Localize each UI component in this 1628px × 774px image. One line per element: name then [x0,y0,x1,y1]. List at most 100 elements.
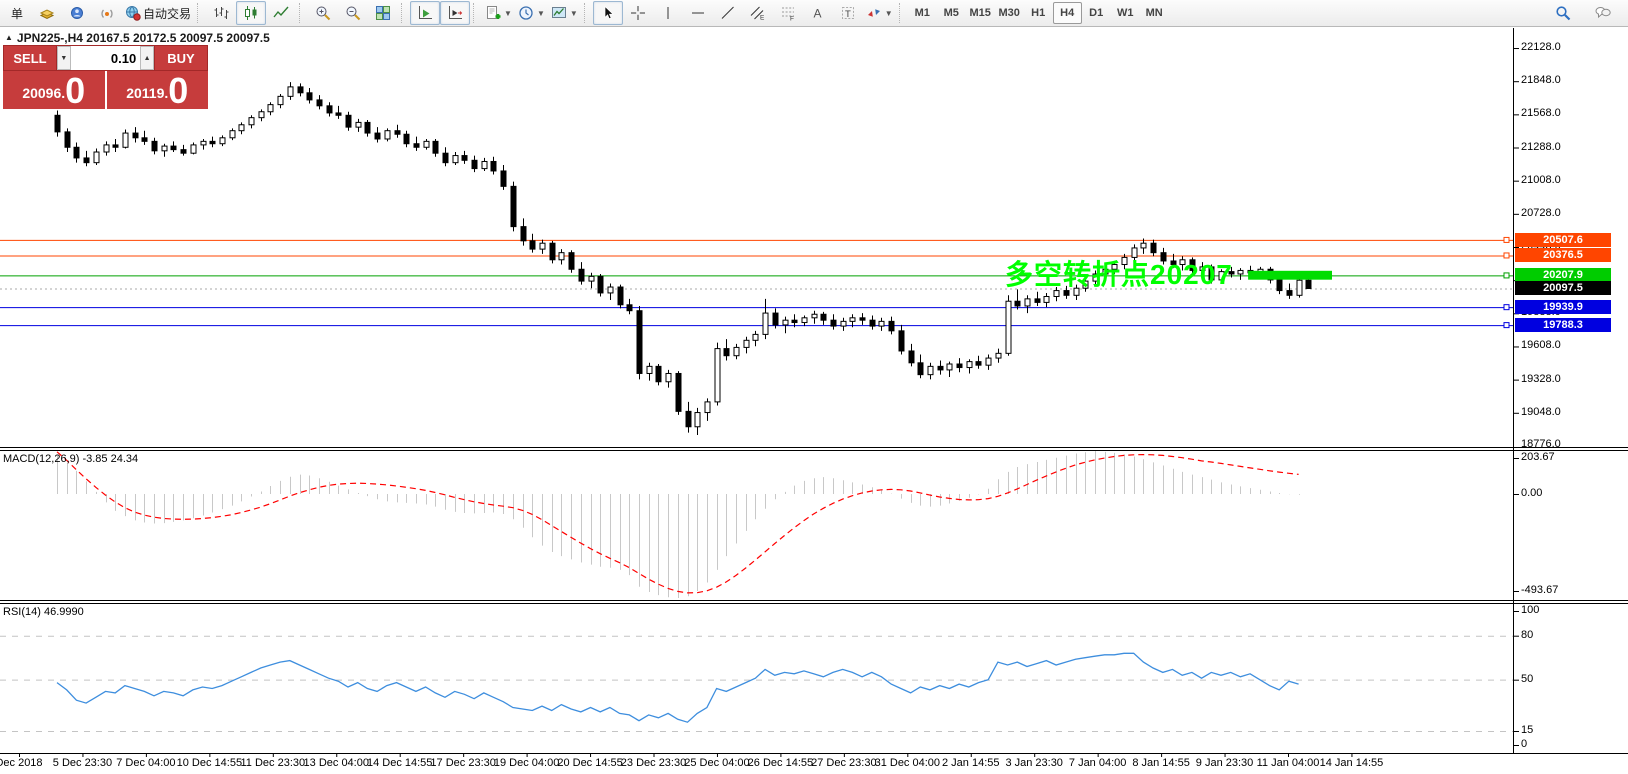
arrows-button[interactable]: ▼ [863,1,896,25]
sell-price[interactable]: 20096. 0 [3,71,105,109]
bar-chart-button[interactable] [206,1,236,25]
candle-body [316,99,323,107]
hline-icon [690,5,706,21]
candle-body [859,317,866,321]
cursor-button[interactable] [592,1,623,25]
candle-body [471,159,478,170]
arrows-icon [866,5,882,21]
channel-button[interactable] [743,1,773,25]
search-button[interactable] [1548,1,1578,25]
chart-shift-button[interactable] [440,1,471,25]
timeframe-d1[interactable]: D1 [1089,7,1104,19]
sell-button[interactable]: SELL [3,45,57,71]
candle-body [151,140,158,152]
timeframe-h1[interactable]: H1 [1031,7,1046,19]
templates-button[interactable]: ▼ [548,1,581,25]
zoom-out-button[interactable] [338,1,368,25]
candle-body [801,317,808,324]
sell-price-frac: 0 [65,70,86,111]
candle-body [820,313,827,321]
candle-body [1170,260,1177,266]
timeframe-h4[interactable]: H4 [1052,2,1082,24]
zoom-in-button[interactable] [308,1,338,25]
buy-price[interactable]: 20119. 0 [106,71,208,109]
candle-body [1305,279,1312,289]
indicators-button[interactable]: ▼ [482,1,515,25]
candle-body [64,131,71,148]
level-line-handle[interactable] [1503,252,1510,259]
fibonacci-button[interactable] [773,1,803,25]
candle-body [141,137,148,142]
chat-button[interactable] [1588,1,1618,25]
chevron-down-icon[interactable]: ▼ [536,8,545,18]
candle-body [704,401,711,414]
volume-input[interactable] [70,46,141,70]
profile-button[interactable] [62,1,92,25]
rsi-line [56,652,1299,723]
level-line-handle[interactable] [1503,236,1510,243]
candle-body [384,130,391,140]
chart-annotation-text[interactable]: 多空转折点20207 [1005,259,1233,290]
candle-body [1189,259,1196,271]
timeframe-w1[interactable]: W1 [1116,7,1134,19]
cursor-icon [600,5,616,21]
candle-body [869,319,876,327]
candle-body [888,320,895,332]
toolbar-right-group [1548,1,1618,25]
auto-scroll-button[interactable] [410,1,441,25]
volume-decrease-button[interactable]: ▼ [57,46,71,70]
candle-body [675,372,682,412]
trend-line-button[interactable] [713,1,743,25]
toolbar-separator [197,3,203,23]
candle-body [985,357,992,366]
candle-body [73,146,80,159]
candle-body [946,363,953,371]
text-button[interactable] [803,1,833,25]
sell-price-dot: . [61,85,66,101]
chart-book-button[interactable] [32,1,62,25]
timeframe-mn[interactable]: MN [1145,7,1163,19]
buy-button[interactable]: BUY [154,45,208,71]
auto-trading-button[interactable]: 自动交易 [122,1,194,25]
candle-body [966,361,973,369]
candle-body [1179,259,1186,266]
periods-icon [518,5,534,21]
text-label-button[interactable] [833,1,863,25]
timeframe-m1[interactable]: M1 [914,7,930,19]
horizontal-line-button[interactable] [683,1,713,25]
candle-body [1121,256,1128,266]
new-order-button[interactable]: 单 [2,1,32,25]
chevron-down-icon[interactable]: ▼ [884,8,893,18]
rsi-indicator-label: RSI(14) 46.9990 [3,606,84,618]
candle-body [510,185,517,228]
level-line-handle[interactable] [1503,272,1510,279]
crosshair-button[interactable] [623,1,653,25]
level-line-handle[interactable] [1503,322,1510,329]
drawn-rectangle-object[interactable] [1248,270,1332,280]
candle-body [103,144,110,153]
candle-body [878,320,885,327]
vertical-line-button[interactable] [653,1,683,25]
price-divider [104,71,107,109]
candle-body [617,286,624,306]
candle-body [1111,264,1118,270]
textT-icon [840,5,856,21]
candle-body [733,346,740,357]
tile-windows-button[interactable] [368,1,398,25]
chevron-down-icon[interactable]: ▼ [504,8,512,18]
chevron-down-icon[interactable]: ▼ [569,8,578,18]
oct-collapse-arrow[interactable]: ▲ [5,33,13,42]
buy-price-int: 20119 [126,85,165,101]
volume-increase-button[interactable]: ▲ [140,46,155,70]
candle-chart-button[interactable] [236,1,267,25]
search-icon [1555,5,1571,21]
timeframe-m15[interactable]: M15 [969,7,991,19]
timeframe-m30[interactable]: M30 [998,7,1020,19]
timeframe-m5[interactable]: M5 [943,7,959,19]
line-chart-button[interactable] [266,1,296,25]
one-click-trading-panel: SELL ▼ ▲ BUY 20096.0 20119.0 [3,45,208,109]
level-line-handle[interactable] [1503,304,1510,311]
signal-button[interactable] [92,1,122,25]
candle-body [908,350,915,364]
periods-button[interactable]: ▼ [515,1,548,25]
